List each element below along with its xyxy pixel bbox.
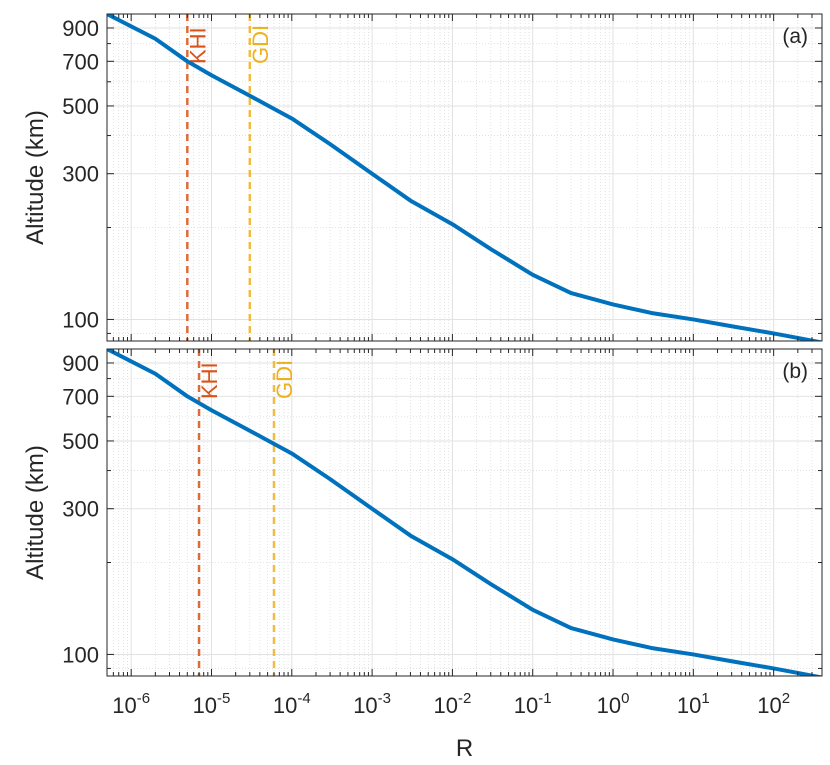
x-tick-label: 101 bbox=[677, 690, 710, 718]
x-tick-label: 10-6 bbox=[112, 690, 150, 718]
x-tick-exponent: -3 bbox=[378, 690, 391, 707]
y-axis-label: Altitude (km) bbox=[22, 445, 49, 580]
y-tick-label: 300 bbox=[62, 162, 99, 187]
x-tick-exponent: 2 bbox=[782, 690, 790, 707]
x-tick-exponent: -4 bbox=[297, 690, 310, 707]
x-tick-exponent: -1 bbox=[538, 690, 551, 707]
grid-lines bbox=[107, 349, 822, 676]
x-axis-label: R bbox=[456, 735, 473, 760]
axes-box bbox=[106, 348, 823, 677]
x-tick-label: 10-1 bbox=[514, 690, 552, 718]
y-tick-label: 900 bbox=[62, 351, 99, 376]
y-tick-label: 500 bbox=[62, 429, 99, 454]
axes-box bbox=[106, 13, 823, 342]
y-tick-label: 300 bbox=[62, 497, 99, 522]
y-axis-label: Altitude (km) bbox=[22, 110, 49, 245]
x-tick-exponent: -6 bbox=[137, 690, 150, 707]
y-tick-label: 700 bbox=[62, 49, 99, 74]
x-tick-base: 10 bbox=[353, 693, 377, 718]
vline-label-khi: KHI bbox=[185, 27, 210, 64]
series-line-0 bbox=[107, 14, 822, 341]
x-tick-base: 10 bbox=[757, 693, 781, 718]
x-tick-base: 10 bbox=[273, 693, 297, 718]
x-tick-label: 100 bbox=[597, 690, 630, 718]
x-tick-label: 10-4 bbox=[273, 690, 311, 718]
x-tick-exponent: -2 bbox=[458, 690, 471, 707]
vline-label-gdi: GDI bbox=[272, 360, 297, 399]
x-tick-base: 10 bbox=[433, 693, 457, 718]
y-tick-label: 900 bbox=[62, 16, 99, 41]
y-tick-label: 700 bbox=[62, 384, 99, 409]
panel-label: (a) bbox=[782, 25, 808, 48]
x-tick-exponent: 1 bbox=[701, 690, 709, 707]
vline-label-khi: KHI bbox=[197, 362, 222, 399]
x-tick-base: 10 bbox=[112, 693, 136, 718]
y-tick-label: 100 bbox=[62, 642, 99, 667]
grid-lines bbox=[107, 14, 822, 341]
x-tick-label: 10-2 bbox=[433, 690, 471, 718]
series-line-0 bbox=[107, 349, 822, 676]
x-tick-base: 10 bbox=[193, 693, 217, 718]
plot-area bbox=[107, 14, 822, 341]
x-tick-label: 102 bbox=[757, 690, 790, 718]
x-tick-base: 10 bbox=[514, 693, 538, 718]
panel-label: (b) bbox=[782, 360, 808, 383]
plot-area bbox=[107, 349, 822, 676]
x-tick-label: 10-3 bbox=[353, 690, 391, 718]
y-tick-label: 500 bbox=[62, 94, 99, 119]
x-tick-exponent: 0 bbox=[621, 690, 629, 707]
vline-label-gdi: GDI bbox=[248, 25, 273, 64]
x-tick-label: 10-5 bbox=[193, 690, 231, 718]
y-tick-label: 100 bbox=[62, 307, 99, 332]
x-tick-base: 10 bbox=[677, 693, 701, 718]
chart-panel-a: KHI GDI 100 300 500 700 900 Altitude (km) (a) bbox=[22, 13, 823, 342]
x-tick-base: 10 bbox=[597, 693, 621, 718]
x-tick-exponent: -5 bbox=[217, 690, 230, 707]
